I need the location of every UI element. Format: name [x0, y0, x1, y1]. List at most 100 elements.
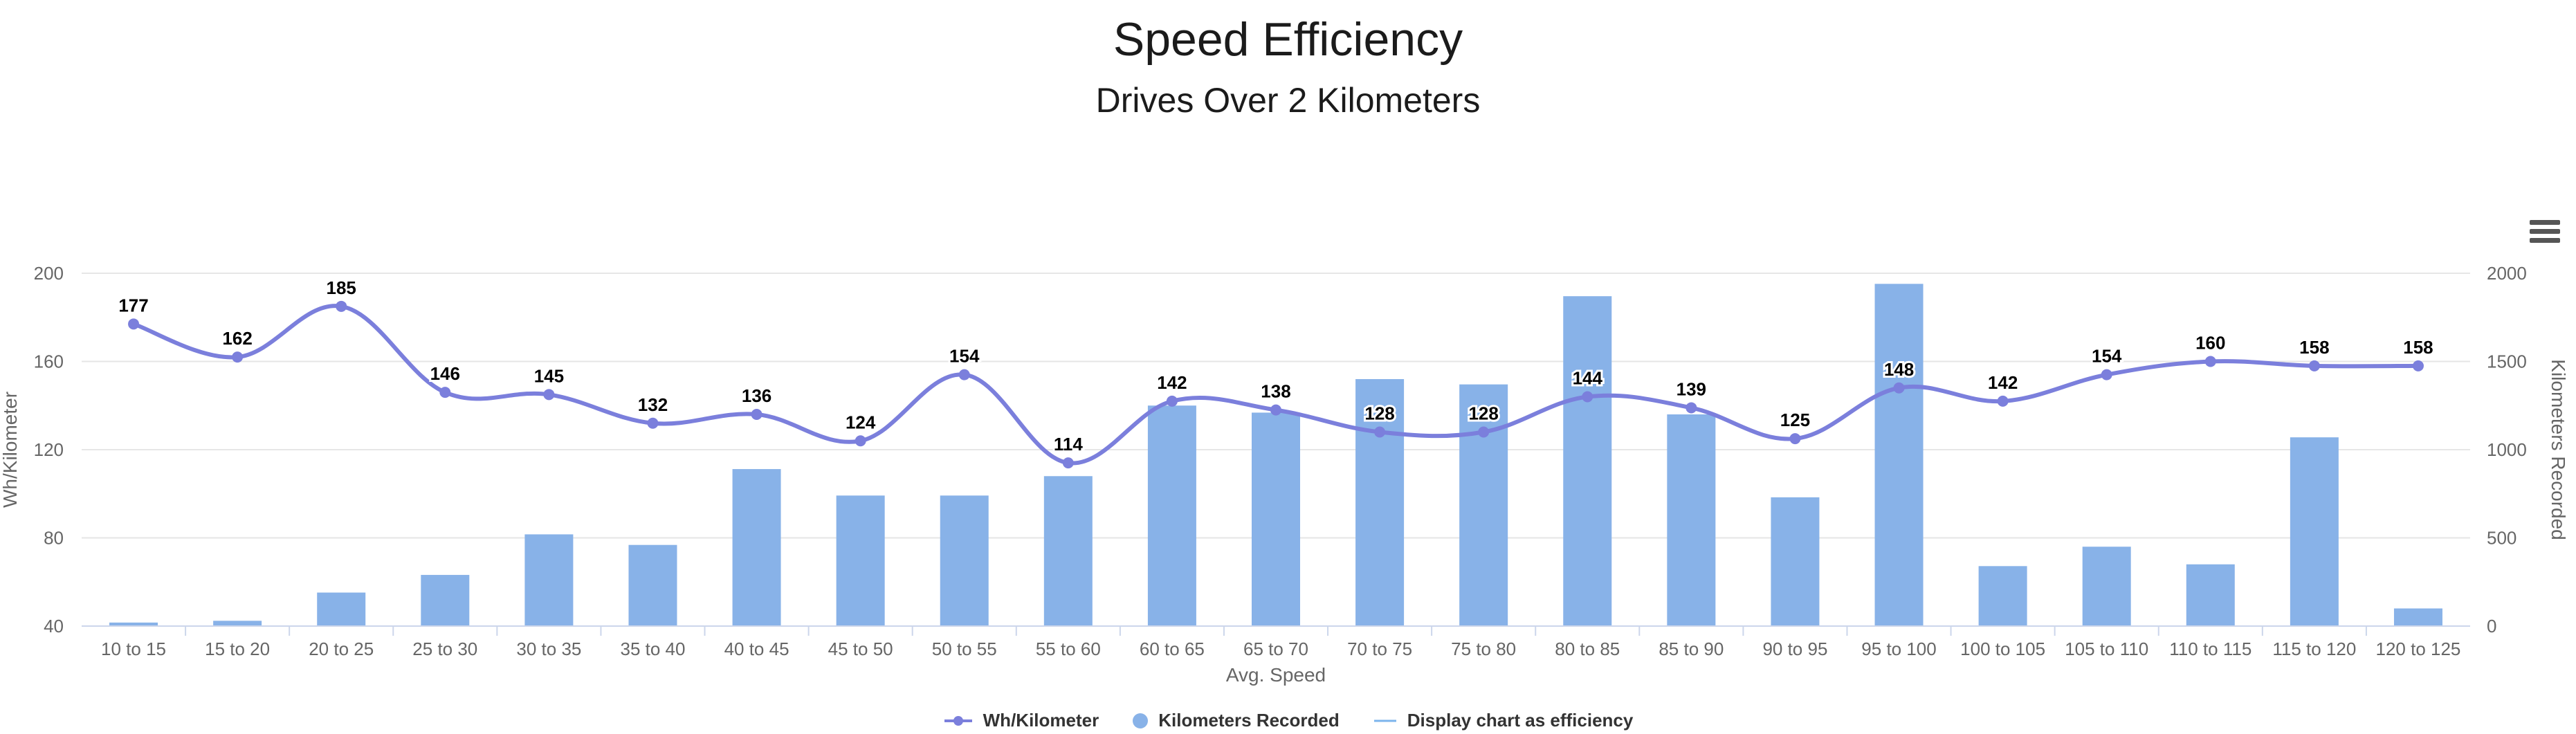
line-point: [1686, 402, 1697, 414]
chart-legend: Wh/Kilometer Kilometers Recorded Display…: [0, 710, 2576, 731]
line-point: [543, 389, 555, 401]
data-label: 132: [638, 394, 668, 415]
data-label: 177: [118, 295, 148, 315]
bar: [2186, 564, 2235, 626]
series-line: [133, 304, 2418, 466]
x-tick-label: 80 to 85: [1555, 639, 1620, 659]
y-left-tick-label: 120: [34, 439, 64, 460]
x-tick-label: 90 to 95: [1762, 639, 1827, 659]
bar: [524, 534, 574, 626]
bar: [1252, 412, 1300, 626]
y-left-tick-label: 80: [44, 528, 64, 549]
bar: [2393, 608, 2442, 626]
line-point: [1478, 426, 1490, 438]
bar: [836, 495, 885, 626]
data-label: 154: [949, 346, 980, 367]
line-point: [2101, 369, 2112, 380]
line-point: [336, 300, 347, 312]
data-labels: 177 162 185 146 145 132 136 124 154 114 142 138 128 1…: [116, 275, 2435, 457]
line-point: [647, 417, 659, 429]
bar-series: [109, 284, 2442, 626]
data-label: 154: [2092, 346, 2122, 367]
x-tick-label: 40 to 45: [724, 639, 789, 659]
x-axis-title: Avg. Speed: [1226, 664, 1326, 686]
bar: [2290, 437, 2339, 626]
x-tick-label: 100 to 105: [1960, 639, 2045, 659]
legend-label-toggle: Display chart as efficiency: [1407, 710, 1634, 731]
x-tick-label: 95 to 100: [1861, 639, 1936, 659]
bar: [213, 621, 262, 626]
hamburger-icon-bar: [2530, 238, 2560, 243]
data-label: 160: [2195, 333, 2225, 354]
chart-menu-button[interactable]: [2530, 220, 2560, 248]
x-tick-label: 45 to 50: [828, 639, 893, 659]
data-label: 145: [534, 365, 564, 386]
bar: [1355, 379, 1405, 626]
line-point: [1270, 404, 1281, 416]
x-tick-label: 35 to 40: [620, 639, 685, 659]
bar: [1043, 476, 1093, 626]
line-point: [751, 409, 762, 420]
y-right-tick-label: 2000: [2487, 263, 2527, 284]
data-label: 128: [1364, 403, 1394, 424]
data-label: 146: [430, 363, 460, 384]
data-label: 185: [327, 277, 356, 298]
data-label: 158: [2299, 337, 2329, 358]
x-tick-label: 120 to 125: [2376, 639, 2461, 659]
data-label: 125: [1780, 410, 1810, 430]
legend-item-toggle[interactable]: Display chart as efficiency: [1373, 710, 1634, 731]
line-point: [1374, 426, 1386, 438]
line-point: [128, 318, 140, 330]
data-label: 139: [1677, 378, 1706, 399]
x-tick-label: 65 to 70: [1243, 639, 1308, 659]
data-label: 114: [1054, 434, 1083, 455]
x-tick-label: 30 to 35: [516, 639, 581, 659]
x-tick-label: 15 to 20: [205, 639, 270, 659]
x-tick-label: 105 to 110: [2065, 639, 2148, 659]
legend-label-line: Wh/Kilometer: [983, 710, 1099, 731]
line-point: [1789, 433, 1801, 445]
x-tick-label: 110 to 115: [2169, 639, 2251, 659]
y-right-tick-label: 500: [2487, 528, 2516, 549]
x-tick-label: 50 to 55: [932, 639, 997, 659]
bar: [2082, 547, 2131, 626]
y-right-tick-label: 1000: [2487, 439, 2527, 460]
x-tick-label: 20 to 25: [309, 639, 374, 659]
data-label: 142: [1157, 372, 1187, 393]
bar: [1874, 284, 1924, 626]
data-label: 124: [846, 412, 876, 432]
line-point: [855, 435, 866, 447]
bar: [1563, 296, 1612, 626]
hamburger-icon-bar: [2530, 220, 2560, 225]
bar: [1771, 497, 1820, 626]
bar: [628, 544, 677, 626]
bar: [1147, 405, 1196, 626]
x-tick-label: 75 to 80: [1451, 639, 1516, 659]
bar: [1667, 414, 1716, 626]
circle-marker-icon: [1133, 713, 1149, 728]
chart-subtitle: Drives Over 2 Kilometers: [1095, 81, 1481, 120]
line-point: [2308, 360, 2320, 371]
bar: [1978, 566, 2027, 626]
line-point: [439, 387, 451, 398]
line-marker-icon: [944, 715, 972, 726]
data-label: 144: [1573, 368, 1603, 389]
legend-item-bar[interactable]: Kilometers Recorded: [1132, 710, 1340, 731]
x-tick-label: 25 to 30: [412, 639, 477, 659]
bar: [421, 575, 470, 626]
line-point: [1997, 395, 2009, 407]
bar: [1459, 384, 1508, 626]
data-label: 138: [1261, 381, 1290, 402]
bar: [317, 592, 366, 626]
y-left-tick-label: 200: [34, 263, 64, 284]
x-tick-label: 10 to 15: [101, 639, 166, 659]
line-point: [958, 369, 970, 380]
line-icon: [1373, 719, 1396, 722]
line-point: [1062, 457, 1074, 469]
data-label: 128: [1468, 403, 1498, 424]
y-right-tick-label: 1500: [2487, 351, 2527, 372]
legend-item-line[interactable]: Wh/Kilometer: [943, 710, 1099, 731]
y-right-axis-title: Kilometers Recorded: [2548, 359, 2569, 540]
data-label: 162: [222, 328, 252, 349]
